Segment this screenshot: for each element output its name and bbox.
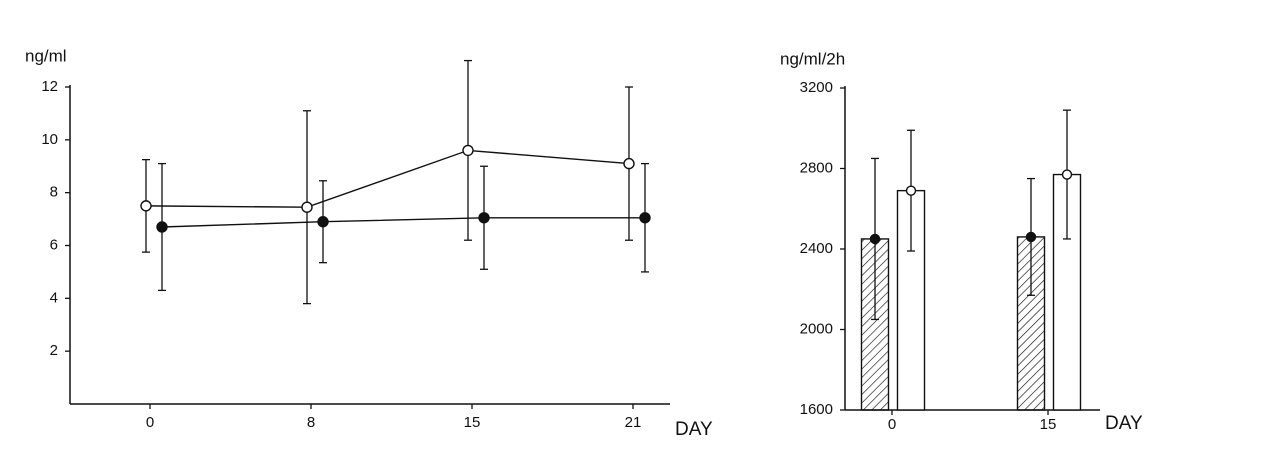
point (140, 200, 152, 212)
y-axis-label: ng/ml/2h (780, 49, 845, 68)
series-line (145, 149, 630, 208)
y-tick-label: 3200 (800, 79, 833, 96)
x-axis-label: DAY (675, 419, 713, 440)
x-tick-label: 0 (888, 416, 896, 433)
y-tick-label: 12 (41, 78, 58, 95)
point (462, 144, 474, 157)
x-tick-label: 21 (625, 414, 642, 431)
x-tick-label: 8 (307, 414, 315, 431)
x-tick-label: 15 (1040, 416, 1057, 433)
point (1061, 169, 1073, 180)
point (301, 201, 313, 213)
point (905, 185, 917, 196)
x-tick-label: 15 (464, 414, 481, 431)
y-tick-label: 10 (41, 131, 58, 148)
x-axis-label: DAY (1105, 413, 1143, 434)
x-tick-label: 0 (146, 414, 154, 431)
y-tick-label: 1600 (800, 401, 833, 418)
y-tick-label: 2000 (800, 320, 833, 337)
point (623, 157, 635, 170)
y-axis-label: ng/ml (25, 46, 67, 65)
point (869, 233, 881, 245)
y-tick-label: 2 (50, 342, 58, 359)
y-tick-label: 6 (50, 236, 58, 253)
point (156, 221, 168, 233)
y-tick-label: 4 (50, 289, 58, 306)
point (639, 212, 651, 224)
point (1025, 231, 1037, 243)
point (317, 216, 329, 228)
y-tick-label: 2800 (800, 159, 833, 176)
y-tick-label: 8 (50, 184, 58, 201)
y-tick-label: 2400 (800, 240, 833, 257)
point (478, 212, 490, 224)
series-line (161, 217, 645, 228)
